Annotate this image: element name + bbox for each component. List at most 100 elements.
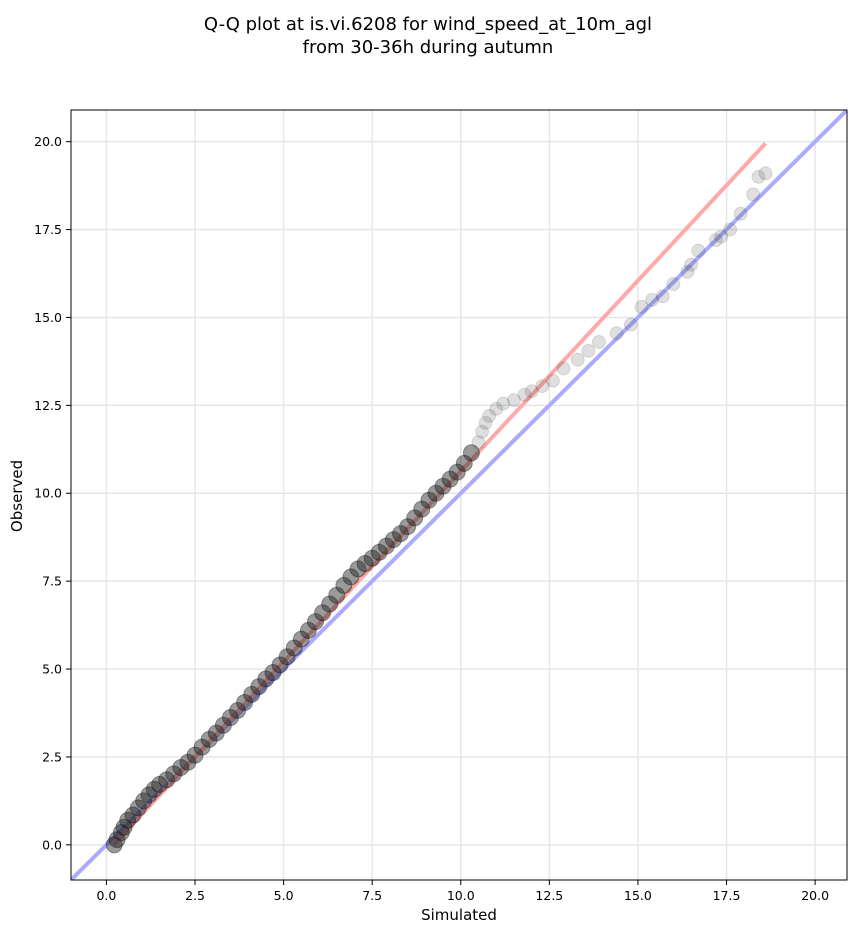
data-point bbox=[570, 352, 585, 367]
chart-title-line1: Q-Q plot at is.vi.6208 for wind_speed_at… bbox=[204, 14, 652, 35]
data-point bbox=[517, 387, 532, 402]
data-point bbox=[462, 444, 480, 462]
data-point bbox=[179, 753, 197, 771]
chart-title-line2: from 30-36h during autumn bbox=[303, 37, 554, 58]
y-tick-label: 7.5 bbox=[42, 574, 62, 589]
x-tick-label: 5.0 bbox=[274, 888, 294, 903]
data-point bbox=[328, 586, 346, 604]
y-tick-label: 15.0 bbox=[34, 310, 62, 325]
data-point bbox=[271, 656, 289, 674]
data-point bbox=[691, 243, 706, 258]
data-point bbox=[684, 257, 699, 272]
data-point bbox=[135, 792, 153, 810]
data-point bbox=[186, 746, 204, 764]
data-point bbox=[108, 831, 126, 849]
data-point bbox=[723, 222, 738, 237]
data-point bbox=[496, 396, 511, 411]
data-point bbox=[524, 384, 539, 399]
data-point bbox=[609, 326, 624, 341]
data-point bbox=[384, 531, 402, 549]
data-point bbox=[119, 811, 137, 829]
data-point bbox=[172, 758, 190, 776]
axis-ticks: 0.0 2.5 5.0 7.5 10.0 12.5 15.0 17.5 20.0 0.0 2.5 5.… bbox=[34, 134, 829, 903]
data-point bbox=[545, 373, 560, 388]
x-axis-label: Simulated bbox=[421, 906, 497, 924]
data-point bbox=[221, 709, 239, 727]
x-tick-label: 0.0 bbox=[96, 888, 116, 903]
data-point bbox=[535, 379, 550, 394]
data-point bbox=[129, 799, 147, 817]
data-point bbox=[708, 233, 723, 248]
x-tick-label: 12.5 bbox=[535, 888, 563, 903]
data-point bbox=[623, 317, 638, 332]
y-tick-label: 0.0 bbox=[42, 837, 62, 852]
data-point bbox=[581, 343, 596, 358]
data-points bbox=[105, 166, 773, 854]
data-point bbox=[200, 730, 218, 748]
data-point bbox=[342, 568, 360, 586]
data-point bbox=[680, 264, 695, 279]
data-point bbox=[278, 648, 296, 666]
data-point bbox=[392, 525, 410, 543]
data-point bbox=[314, 604, 332, 622]
data-point bbox=[193, 738, 211, 756]
data-point bbox=[751, 169, 766, 184]
data-point bbox=[427, 484, 445, 502]
data-point bbox=[112, 824, 130, 842]
data-point bbox=[243, 685, 261, 703]
data-point bbox=[448, 463, 466, 481]
data-point bbox=[264, 664, 282, 682]
data-point bbox=[482, 408, 497, 423]
fit-line bbox=[112, 142, 767, 847]
data-point bbox=[321, 595, 339, 613]
data-point bbox=[335, 576, 353, 594]
x-tick-label: 2.5 bbox=[185, 888, 205, 903]
data-point bbox=[356, 555, 374, 573]
data-point bbox=[306, 613, 324, 631]
data-point bbox=[489, 401, 504, 416]
x-tick-label: 20.0 bbox=[801, 888, 829, 903]
data-point bbox=[455, 454, 473, 472]
y-tick-label: 12.5 bbox=[34, 398, 62, 413]
data-point bbox=[292, 630, 310, 648]
y-tick-label: 10.0 bbox=[34, 486, 62, 501]
data-point bbox=[236, 693, 254, 711]
y-axis-label: Observed bbox=[8, 460, 26, 532]
data-point bbox=[229, 702, 247, 720]
data-point bbox=[471, 435, 486, 450]
reference-lines bbox=[71, 110, 847, 880]
data-point bbox=[506, 393, 521, 408]
data-point bbox=[655, 289, 670, 304]
data-point bbox=[140, 786, 158, 804]
data-point bbox=[115, 818, 133, 836]
y-tick-label: 2.5 bbox=[42, 749, 62, 764]
data-point bbox=[363, 549, 381, 567]
data-point bbox=[257, 670, 275, 688]
x-tick-label: 7.5 bbox=[362, 888, 382, 903]
data-point bbox=[285, 639, 303, 657]
data-point bbox=[714, 229, 729, 244]
data-point bbox=[370, 543, 388, 561]
data-point bbox=[746, 187, 761, 202]
data-point bbox=[377, 537, 395, 555]
data-point bbox=[349, 560, 367, 578]
data-point bbox=[124, 806, 142, 824]
data-point bbox=[214, 716, 232, 734]
data-point bbox=[434, 477, 452, 495]
data-point bbox=[634, 299, 649, 314]
data-point bbox=[406, 509, 424, 527]
x-tick-label: 10.0 bbox=[447, 888, 475, 903]
data-point bbox=[250, 678, 268, 696]
data-point bbox=[475, 424, 490, 439]
data-point bbox=[556, 361, 571, 376]
data-point bbox=[151, 775, 169, 793]
data-point bbox=[207, 724, 225, 742]
data-point bbox=[441, 470, 459, 488]
x-tick-label: 15.0 bbox=[624, 888, 652, 903]
data-point bbox=[478, 415, 493, 430]
y-tick-label: 20.0 bbox=[34, 134, 62, 149]
data-point bbox=[420, 491, 438, 509]
x-tick-label: 17.5 bbox=[713, 888, 741, 903]
